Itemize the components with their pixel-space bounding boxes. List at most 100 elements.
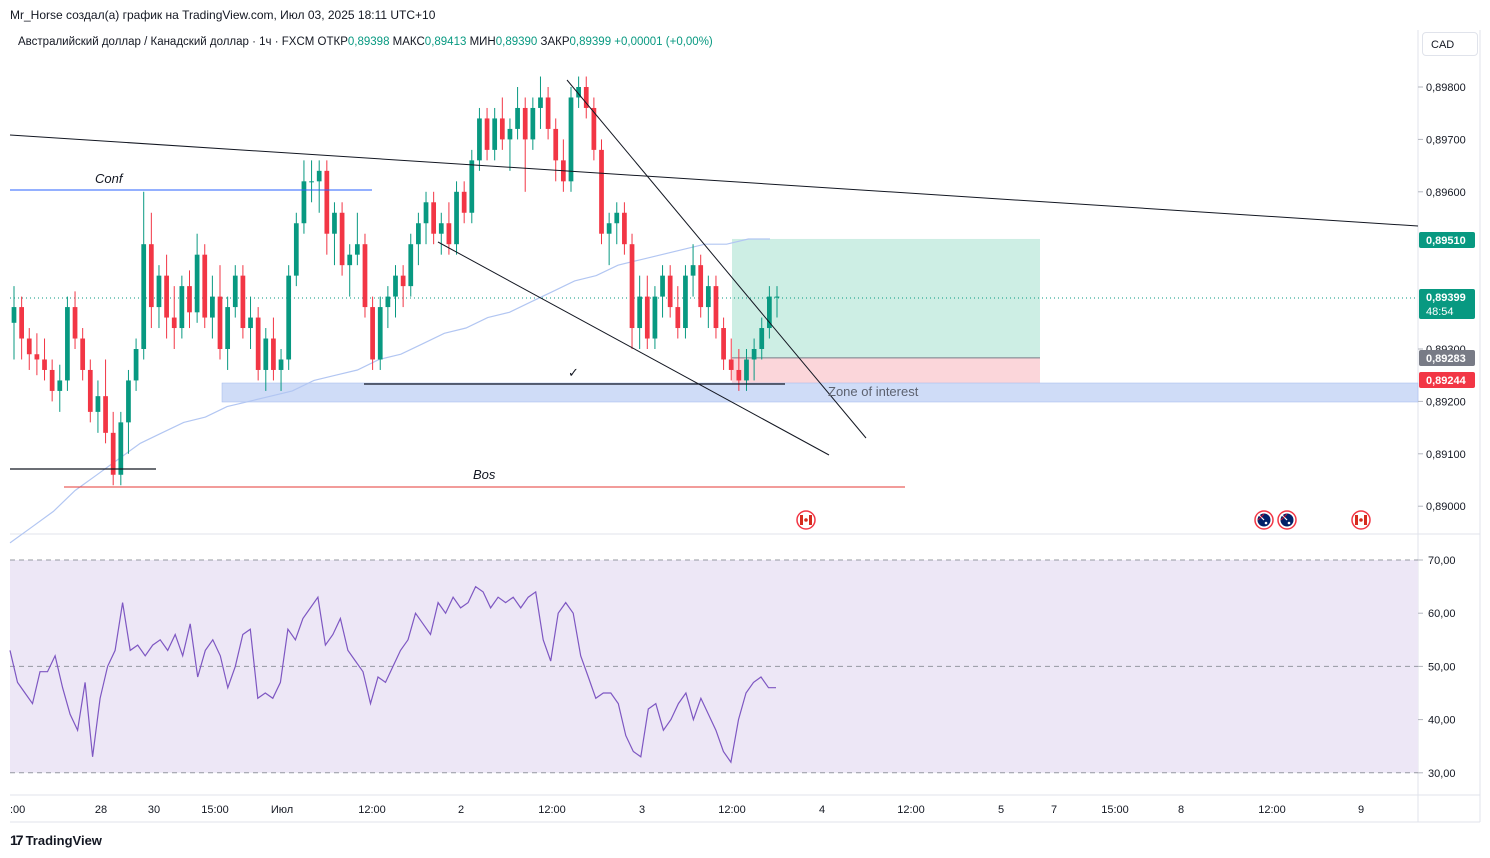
candle-body — [423, 202, 429, 224]
candle-body — [11, 307, 17, 323]
candle — [141, 191, 147, 360]
price-tick-label: 0,89300 — [1426, 344, 1466, 356]
flag-leaf — [1359, 518, 1363, 522]
candle — [759, 317, 765, 360]
open-value: 0,89398 — [347, 36, 390, 48]
candle — [484, 107, 490, 161]
candle-body — [103, 396, 108, 433]
price-label-bg — [1419, 372, 1475, 388]
price-label-text: 0,89283 — [1426, 353, 1466, 365]
candle-body — [232, 275, 238, 308]
candle — [469, 149, 475, 224]
candle — [240, 265, 246, 339]
candle-body — [408, 244, 414, 287]
flag-cross — [1280, 513, 1288, 521]
candle-body — [217, 296, 223, 349]
event-ring — [1254, 510, 1274, 530]
candle — [522, 97, 528, 192]
tradingview-brand[interactable]: 17 TradingView — [10, 832, 102, 848]
candle-body — [339, 212, 345, 266]
candle-body — [271, 338, 276, 370]
candle-body — [95, 396, 101, 412]
economic-event-cad-icon[interactable] — [1351, 510, 1371, 530]
flag-band — [809, 515, 812, 525]
symbol-legend[interactable]: Австралийский доллар / Канадский доллар … — [18, 36, 713, 48]
flag-leaf — [804, 518, 808, 522]
candle-body — [713, 286, 719, 329]
candle-body — [400, 275, 406, 287]
tradingview-logo-icon: 17 — [10, 832, 24, 848]
candle — [217, 265, 223, 360]
time-tick-label: 12:00 — [358, 804, 386, 816]
flag-band — [800, 515, 803, 525]
candle — [667, 265, 673, 318]
candle — [393, 265, 398, 318]
candle — [767, 286, 772, 339]
rsi-band — [10, 560, 1418, 773]
time-tick-label: 15:00 — [201, 804, 229, 816]
candle — [705, 275, 711, 329]
candle-body — [721, 328, 726, 360]
candle — [87, 359, 93, 423]
price-tick-label: 0,89100 — [1426, 449, 1466, 461]
candle-body — [705, 286, 711, 308]
countdown-label: 48:54 — [1426, 306, 1454, 318]
candle-body — [507, 128, 513, 140]
economic-event-aud-icon[interactable] — [1254, 510, 1274, 530]
candle — [652, 286, 658, 349]
economic-event-cad-icon[interactable] — [796, 510, 816, 530]
candle — [660, 265, 665, 318]
candle-body — [461, 191, 467, 213]
time-tick-label: 9 — [1358, 804, 1364, 816]
candle — [301, 160, 307, 234]
candle — [103, 359, 108, 444]
price-tick-label: 0,89800 — [1426, 82, 1466, 94]
candle — [576, 76, 581, 108]
candle-body — [675, 307, 681, 329]
rsi-tick-label: 40,00 — [1428, 715, 1456, 727]
candle-body — [393, 275, 398, 297]
candle — [622, 202, 627, 255]
candle-body — [637, 296, 643, 329]
candle — [278, 349, 284, 391]
candle-body — [324, 170, 330, 234]
economic-event-aud-icon[interactable] — [1277, 510, 1297, 530]
candle — [499, 97, 505, 150]
flag-body — [1356, 516, 1366, 524]
time-tick-label: 3 — [639, 804, 645, 816]
candle-body — [87, 369, 93, 412]
candle-body — [759, 328, 765, 349]
candle-body — [492, 118, 498, 150]
candle — [683, 265, 688, 339]
candle — [492, 107, 498, 161]
bos-label: Bos — [473, 467, 496, 482]
candle — [599, 139, 604, 245]
last-price-label: 0,89399 — [1426, 292, 1466, 304]
candle — [568, 87, 574, 192]
candle — [637, 275, 643, 349]
candle-body — [667, 275, 673, 308]
flag-body — [1257, 513, 1271, 527]
candle-body — [126, 380, 131, 423]
candle-body — [431, 202, 437, 234]
candle-body — [118, 422, 124, 475]
candle-body — [629, 244, 635, 329]
price-label-bg — [1419, 232, 1475, 248]
candle — [408, 233, 414, 297]
candle-body — [438, 223, 444, 234]
candle — [507, 118, 513, 171]
brand-name: TradingView — [25, 832, 102, 848]
candle — [271, 317, 276, 381]
candle-body — [377, 307, 383, 360]
price-label-bg — [1419, 350, 1475, 366]
candle — [332, 202, 337, 266]
price-tick-label: 0,89600 — [1426, 187, 1466, 199]
candle-body — [370, 307, 375, 360]
candle — [95, 380, 101, 433]
candle-body — [774, 296, 780, 298]
candle-body — [316, 170, 322, 182]
candle — [248, 296, 253, 349]
candle — [614, 202, 620, 245]
currency-button[interactable]: CAD — [1422, 32, 1478, 56]
